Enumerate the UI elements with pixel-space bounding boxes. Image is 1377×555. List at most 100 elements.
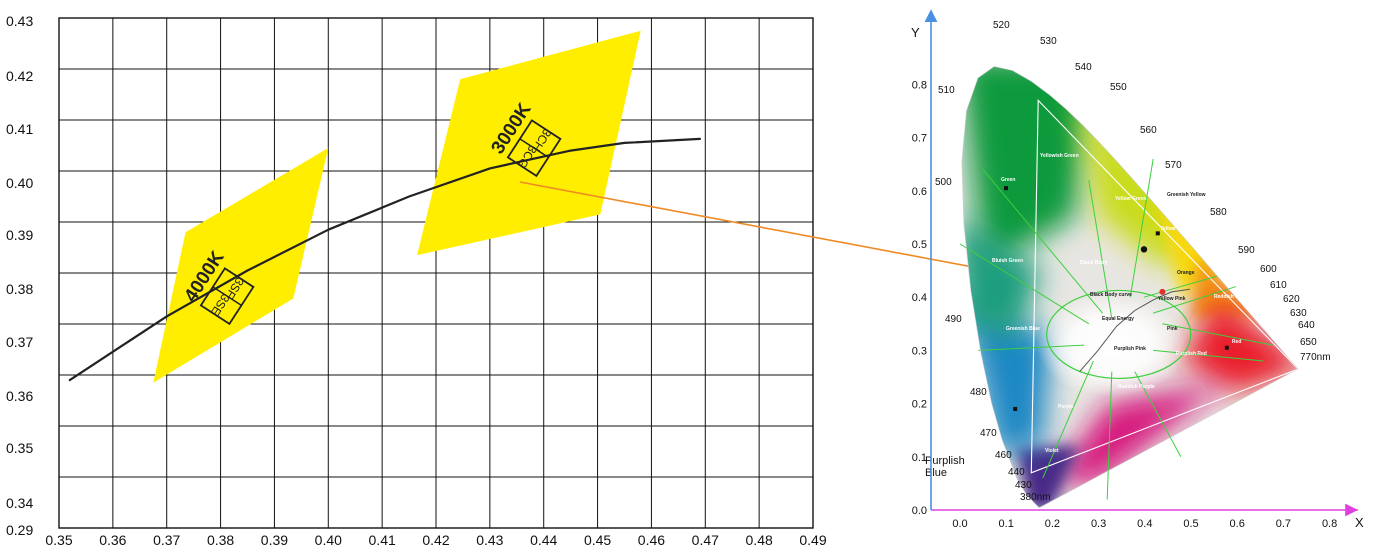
bin-region-3000k bbox=[417, 30, 641, 256]
cie-x-tick-label: 0.2 bbox=[1045, 518, 1060, 530]
cie-y-tick-label: 0.0 bbox=[912, 505, 927, 517]
x-tick-label: 0.46 bbox=[638, 532, 665, 548]
cie-black-body-curve bbox=[1079, 288, 1191, 373]
curve-path bbox=[68, 137, 701, 382]
region-label: Purplish Pink bbox=[1114, 346, 1146, 352]
y-tick-label: 0.40 bbox=[6, 175, 33, 191]
wavelength-label: 610 bbox=[1270, 280, 1287, 291]
y-tick-label: 0.37 bbox=[6, 334, 33, 350]
cie-y-tick-label: 0.4 bbox=[912, 292, 927, 304]
wavelength-label: 530 bbox=[1040, 36, 1057, 47]
region-label: Purplish Red bbox=[1176, 351, 1207, 357]
wavelength-label: 770nm bbox=[1300, 352, 1331, 363]
wavelength-label: 520 bbox=[993, 20, 1010, 31]
cie-y-tick-label: 0.2 bbox=[912, 399, 927, 411]
region-label: Yellow Pink bbox=[1158, 296, 1186, 302]
y-tick-labels: 0.29 0.34 0.35 0.36 0.37 0.38 0.39 0.40 0.41 0.42… bbox=[6, 13, 33, 538]
cie-x-tick-label: 0.7 bbox=[1276, 518, 1291, 530]
wavelength-label: 380nm bbox=[1020, 492, 1051, 503]
wavelength-label: 650 bbox=[1300, 337, 1317, 348]
locus-outline bbox=[961, 66, 1299, 508]
x-tick-label: 0.48 bbox=[746, 532, 773, 548]
region-labels: Green Yellowish Green Yellow Green Greenish… bbox=[992, 153, 1253, 454]
region-label: Reddish Orange bbox=[1214, 294, 1253, 300]
wavelength-label: 430 bbox=[1015, 480, 1032, 491]
y-tick-label: 0.29 bbox=[6, 522, 33, 538]
wavelength-label: 630 bbox=[1290, 308, 1307, 319]
region-label: Equal Energy bbox=[1102, 316, 1134, 322]
region-boundary-line bbox=[959, 243, 1090, 325]
cie-color-fill bbox=[961, 66, 1298, 508]
cie-overlay bbox=[959, 66, 1300, 508]
x-tick-label: 0.35 bbox=[45, 532, 72, 548]
cie-y-label: Y bbox=[911, 25, 920, 40]
region-boundary-line bbox=[978, 344, 1085, 351]
region-label: Purple bbox=[1058, 404, 1074, 410]
cie-x-tick-label: 0.3 bbox=[1091, 518, 1106, 530]
bin-cell-divider bbox=[519, 138, 549, 159]
yellow-marker bbox=[1155, 231, 1160, 236]
cie-x-tick-label: 0.4 bbox=[1137, 518, 1152, 530]
y-tick-label: 0.42 bbox=[6, 68, 33, 84]
cie-y-tick-label: 0.1 bbox=[912, 452, 927, 464]
bin-region-4000k bbox=[153, 148, 329, 383]
cie-y-tick-label: 0.5 bbox=[912, 239, 927, 251]
magenta-region bbox=[1052, 382, 1227, 484]
cie-y-tick-label: 0.6 bbox=[912, 186, 927, 198]
y-tick-label: 0.38 bbox=[6, 281, 33, 297]
red-marker bbox=[1159, 288, 1166, 295]
black-marker bbox=[1140, 246, 1148, 253]
region-label: Pink bbox=[1167, 326, 1178, 332]
cie-x-label: X bbox=[1355, 515, 1364, 530]
y-tick-label: 0.35 bbox=[6, 440, 33, 456]
region-label: Black Body bbox=[1080, 260, 1107, 266]
region-boundary-line bbox=[1088, 180, 1113, 319]
y-tick-label: 0.41 bbox=[6, 121, 33, 137]
region-boundary-line bbox=[1143, 275, 1218, 298]
cie-y-tick-label: 0.8 bbox=[912, 79, 927, 91]
region-label: Yellow Green bbox=[1115, 196, 1146, 202]
x-tick-label: 0.36 bbox=[99, 532, 126, 548]
cie-x-tick-label: 0.6 bbox=[1230, 518, 1245, 530]
teal-region bbox=[961, 217, 1043, 340]
region-label: Violet bbox=[1045, 448, 1059, 454]
region-boundary-line bbox=[1134, 371, 1182, 458]
y-tick-label: 0.43 bbox=[6, 13, 33, 29]
region-label: Greenish Blue bbox=[1006, 326, 1040, 332]
wavelength-label: 480 bbox=[970, 387, 987, 398]
wavelength-label: 490 bbox=[945, 314, 962, 325]
region-boundary-line bbox=[1153, 286, 1237, 314]
region-label: Reddish Purple bbox=[1118, 384, 1155, 390]
region-label: Bluish Green bbox=[992, 258, 1023, 264]
x-tick-label: 0.42 bbox=[422, 532, 449, 548]
x-tick-labels: 0.35 0.36 0.37 0.38 0.39 0.40 0.41 0.42 0.43 0.44… bbox=[45, 532, 826, 548]
wavelength-label: 640 bbox=[1298, 320, 1315, 331]
cie-y-tick-label: 0.3 bbox=[912, 345, 927, 357]
black-body-curve bbox=[68, 137, 701, 382]
white-point-glow bbox=[1036, 293, 1187, 398]
wavelength-label: 600 bbox=[1260, 264, 1277, 275]
region-boundary-line bbox=[1129, 158, 1154, 298]
cie-x-tick-label: 0.8 bbox=[1322, 518, 1337, 530]
region-label: Yellowish Green bbox=[1040, 153, 1079, 159]
x-tick-label: 0.39 bbox=[261, 532, 288, 548]
gamut-triangle bbox=[1030, 99, 1300, 474]
green-region bbox=[961, 66, 1098, 271]
wavelength-label: 570 bbox=[1165, 160, 1182, 171]
red-square-marker bbox=[1224, 345, 1229, 350]
white-region-boundary bbox=[1046, 289, 1192, 380]
wavelength-label: 550 bbox=[1110, 82, 1127, 93]
wavelength-label: 440 bbox=[1008, 467, 1025, 478]
y-tick-label: 0.39 bbox=[6, 227, 33, 243]
y-tick-label: 0.34 bbox=[6, 495, 33, 511]
wavelength-label: 510 bbox=[938, 85, 955, 96]
bin-cell-frame bbox=[506, 119, 562, 178]
green-marker bbox=[1004, 186, 1008, 191]
x-tick-label: 0.40 bbox=[315, 532, 342, 548]
red-region bbox=[1180, 297, 1298, 393]
x-tick-label: 0.45 bbox=[584, 532, 611, 548]
y-tick-label: 0.36 bbox=[6, 388, 33, 404]
